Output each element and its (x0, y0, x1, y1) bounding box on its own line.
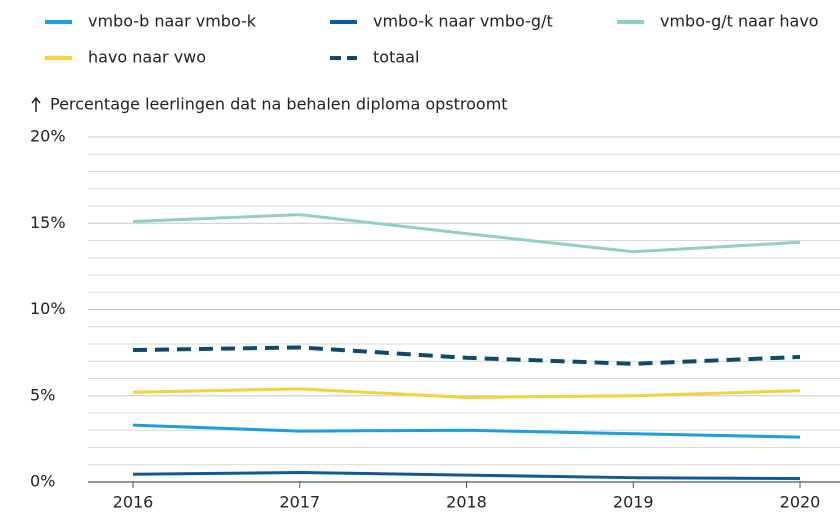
line-series (132, 423, 801, 439)
y-tick-label: 10% (30, 299, 66, 318)
x-tick-label: 2019 (613, 493, 654, 512)
line-series (132, 345, 801, 366)
y-axis-label: Percentage leerlingen dat na behalen dip… (50, 95, 508, 114)
y-tick-label: 5% (30, 385, 55, 404)
x-tick-label: 2018 (446, 493, 487, 512)
line-series (132, 471, 801, 481)
y-axis-arrow (31, 96, 41, 112)
line-series (132, 213, 801, 254)
legend-label: vmbo-g/t naar havo (660, 12, 819, 31)
legend-label: havo naar vwo (88, 48, 206, 67)
legend-label: totaal (373, 48, 419, 67)
x-tick-label: 2017 (279, 493, 320, 512)
legend-label: vmbo-k naar vmbo-g/t (373, 12, 553, 31)
x-tick-label: 2016 (113, 493, 154, 512)
legend-label: vmbo-b naar vmbo-k (88, 12, 257, 31)
y-tick-label: 0% (30, 472, 55, 491)
y-tick-label: 15% (30, 213, 66, 232)
line-series (132, 387, 801, 399)
x-tick-label: 2020 (780, 493, 821, 512)
y-tick-label: 20% (30, 127, 66, 146)
